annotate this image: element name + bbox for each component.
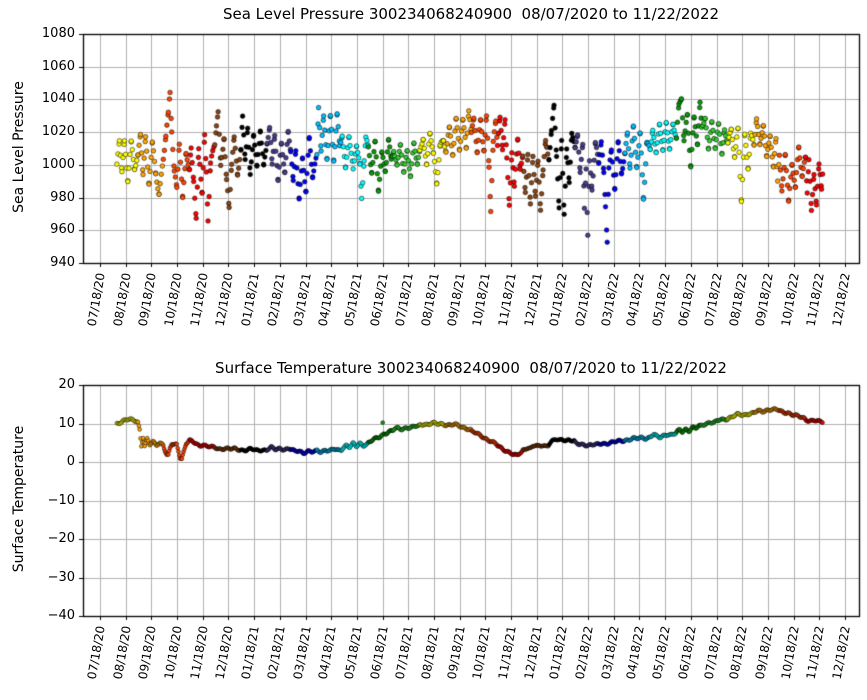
pressure-y-tick-label: 1060	[41, 58, 75, 74]
temperature-chart-title: Surface Temperature 300234068240900 08/0…	[215, 359, 727, 377]
temperature-y-tick-label: −30	[47, 569, 75, 585]
temperature-y-tick-label: 10	[58, 415, 75, 431]
temperature-y-tick-label: 0	[66, 454, 75, 469]
pressure-y-tick-label: 940	[50, 255, 75, 270]
pressure-chart-title: Sea Level Pressure 300234068240900 08/07…	[222, 5, 720, 23]
pressure-y-tick-label: 1080	[41, 26, 75, 41]
temperature-y-tick-label: −40	[47, 608, 75, 623]
temperature-y-tick-label: −10	[47, 492, 75, 508]
temperature-y-tick-label: −20	[47, 531, 75, 546]
pressure-y-tick-label: 1040	[41, 91, 75, 107]
pressure-y-tick-label: 1020	[41, 124, 75, 140]
temperature-y-tick-label: 20	[58, 377, 75, 392]
pressure-y-tick-label: 980	[50, 189, 75, 205]
pressure-y-tick-label: 1000	[41, 156, 75, 172]
pressure-y-tick-label: 960	[50, 222, 75, 238]
